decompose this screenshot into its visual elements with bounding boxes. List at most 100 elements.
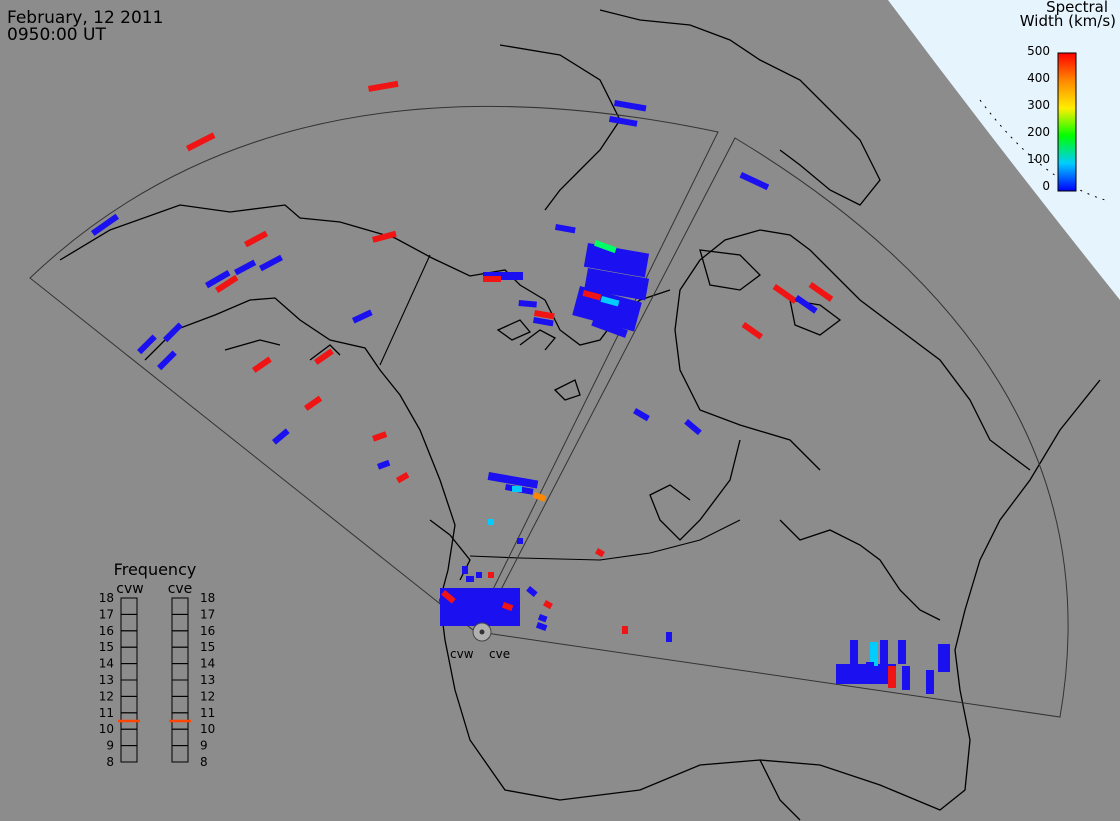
backscatter-cell	[163, 322, 183, 343]
backscatter-cell	[518, 299, 537, 308]
backscatter-cell	[684, 419, 702, 436]
backscatter-cell	[462, 566, 468, 574]
backscatter-cell	[582, 290, 602, 301]
colorbar-gradient	[1057, 52, 1077, 192]
frequency-cell	[120, 745, 138, 763]
backscatter-cell	[214, 274, 239, 294]
fov-cve	[478, 137, 1069, 718]
frequency-cell	[120, 663, 138, 681]
backscatter-cell	[137, 334, 157, 355]
backscatter-cell	[608, 115, 638, 127]
frequency-cell	[171, 679, 189, 697]
backscatter-cell	[501, 602, 514, 612]
backscatter-cell	[91, 213, 120, 236]
frequency-scale-label: 18	[200, 591, 215, 605]
backscatter-cell	[156, 350, 177, 371]
backscatter-cells	[91, 80, 950, 694]
backscatter-cell	[371, 431, 388, 442]
frequency-title: Frequency	[114, 560, 197, 579]
frequency-scale-label: 12	[200, 689, 215, 703]
frequency-scale-label: 8	[200, 755, 208, 769]
frequency-scale-left: 18 17 16 15 14 13 12 11 10 9 8	[99, 591, 114, 769]
frequency-scale-label: 13	[200, 673, 215, 687]
backscatter-cell	[593, 240, 617, 254]
backscatter-cell	[367, 80, 399, 92]
frequency-scale-label: 16	[200, 624, 215, 638]
frequency-cell	[120, 695, 138, 714]
backscatter-cell	[622, 626, 628, 634]
backscatter-cell	[234, 259, 257, 276]
backscatter-cell	[476, 572, 482, 578]
backscatter-cell	[372, 230, 397, 243]
colorbar-tick: 300	[1027, 98, 1050, 112]
coastlines	[59, 9, 1101, 821]
frequency-label-cve: cve	[168, 581, 193, 597]
backscatter-cell	[488, 572, 494, 578]
frequency-scale-label: 8	[106, 755, 114, 769]
frequency-scale-label: 17	[99, 607, 114, 621]
frequency-panel: Frequency cvw cve 18 17 16 15 14 13 12 11 10 9 8 1…	[99, 560, 216, 769]
backscatter-cell	[272, 428, 290, 445]
backscatter-cell	[888, 666, 896, 688]
political-borders	[379, 254, 741, 561]
backscatter-cell	[850, 640, 858, 664]
frequency-scale-label: 14	[99, 657, 114, 671]
frequency-scale-label: 18	[99, 591, 114, 605]
colorbar-tick: 100	[1027, 152, 1050, 166]
frequency-scale-label: 10	[99, 722, 114, 736]
backscatter-cell	[794, 295, 818, 314]
backscatter-cell	[537, 614, 548, 623]
frequency-scale-label: 15	[99, 640, 114, 654]
colorbar-title-line1: Spectral	[1046, 0, 1108, 16]
frequency-cell	[120, 613, 138, 632]
map-date: February, 12 2011	[7, 8, 164, 28]
backscatter-cell	[926, 670, 934, 694]
backscatter-cell	[517, 538, 523, 544]
frequency-scale-label: 12	[99, 689, 114, 703]
frequency-column-cve	[169, 597, 191, 763]
frequency-scale-label: 11	[99, 706, 114, 720]
frequency-cell	[171, 728, 189, 747]
colorbar-tick: 500	[1027, 44, 1050, 58]
backscatter-cell	[938, 644, 950, 672]
frequency-cell	[120, 630, 138, 648]
backscatter-cell	[613, 100, 647, 112]
backscatter-cell	[186, 132, 216, 152]
frequency-cell	[120, 728, 138, 747]
frequency-column-cvw	[118, 597, 140, 763]
colorbar-title-line2: Width (km/s)	[1020, 12, 1116, 30]
backscatter-cell	[591, 318, 628, 338]
frequency-cell	[120, 679, 138, 697]
frequency-cell	[171, 613, 189, 632]
backscatter-cell	[741, 321, 764, 340]
backscatter-cell	[533, 310, 555, 320]
colorbar-tick: 0	[1042, 179, 1050, 193]
colorbar-tick: 200	[1027, 125, 1050, 139]
frequency-scale-right: 18 17 16 15 14 13 12 11 10 9 8	[200, 591, 215, 769]
outside-projection-region	[888, 0, 1120, 300]
backscatter-cell	[880, 640, 888, 664]
backscatter-cell	[898, 640, 906, 664]
backscatter-cell	[352, 309, 373, 324]
frequency-cell	[171, 597, 189, 615]
backscatter-cell	[772, 284, 798, 304]
backscatter-cell	[487, 471, 539, 489]
backscatter-cell	[507, 592, 521, 604]
radar-site-label-cve: cve	[489, 647, 510, 661]
backscatter-cell	[377, 459, 391, 470]
fov-cvw	[29, 105, 719, 631]
backscatter-cell	[666, 632, 672, 642]
backscatter-cell	[396, 472, 410, 484]
frequency-scale-label: 10	[200, 722, 215, 736]
frequency-scale-label: 15	[200, 640, 215, 654]
frequency-scale-label: 9	[106, 739, 114, 753]
frequency-label-cvw: cvw	[116, 581, 143, 597]
backscatter-cell	[808, 282, 834, 302]
frequency-scale-label: 11	[200, 706, 215, 720]
backscatter-cell	[583, 243, 650, 278]
frequency-cell	[171, 630, 189, 648]
backscatter-cell	[441, 590, 456, 604]
backscatter-cell	[244, 230, 269, 248]
